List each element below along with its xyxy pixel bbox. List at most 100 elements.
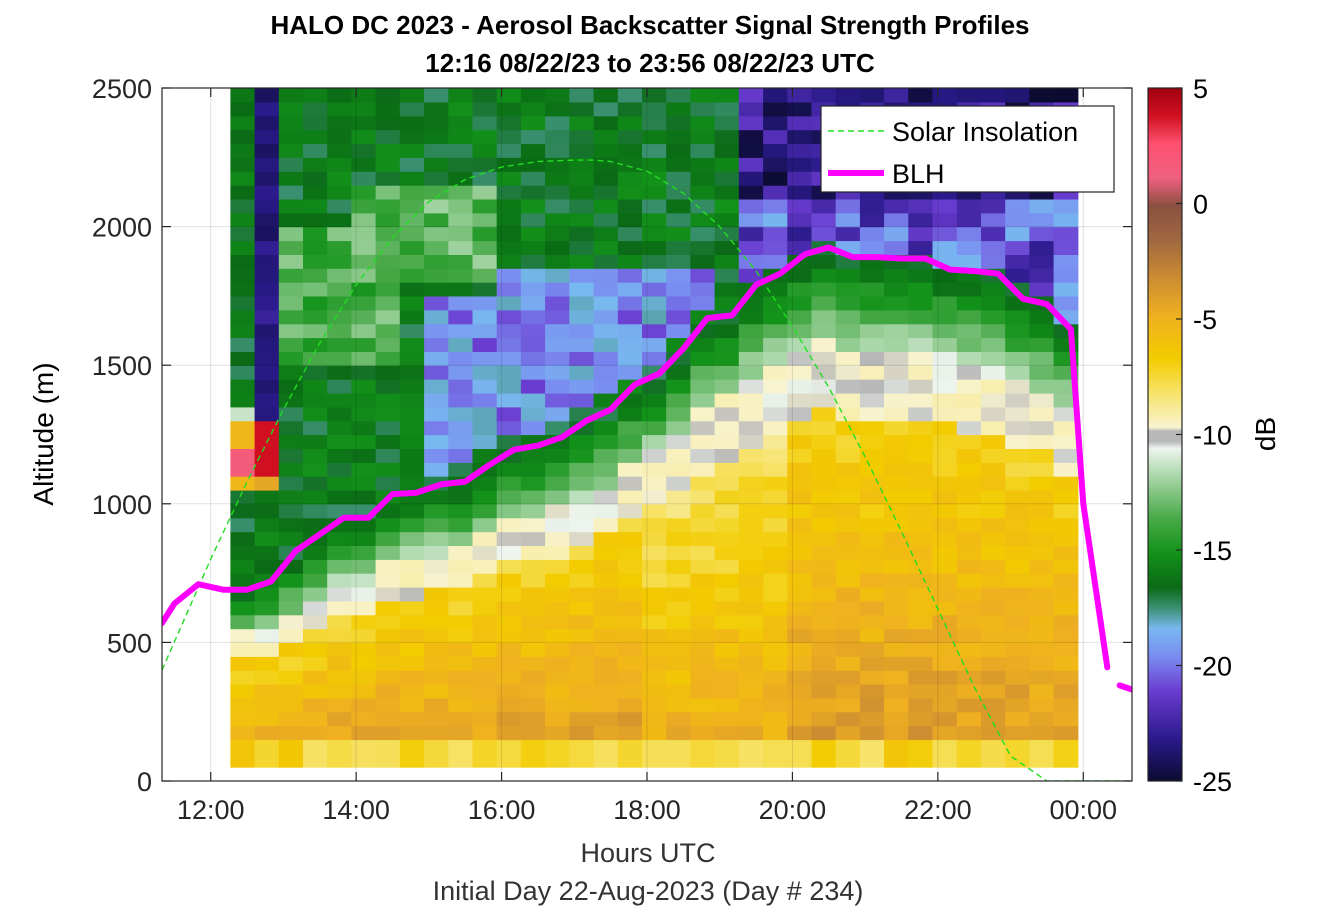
heat-cell — [642, 684, 667, 699]
heat-cell — [278, 392, 304, 408]
heat-cell — [884, 323, 909, 339]
heat-cell — [859, 711, 885, 727]
heat-cell — [956, 448, 982, 463]
heat-cell — [327, 295, 352, 311]
heat-cell — [569, 531, 595, 546]
heat-cell — [714, 476, 740, 491]
heat-cell — [399, 226, 425, 242]
heat-cell — [1005, 268, 1030, 283]
heat-cell — [859, 670, 885, 685]
heat-cell — [399, 420, 425, 436]
heat-cell — [738, 573, 764, 588]
heat-cell — [278, 434, 304, 449]
heat-cell — [278, 614, 304, 630]
heat-cell — [593, 600, 619, 616]
heat-cell — [569, 670, 595, 685]
heat-cell — [714, 323, 740, 339]
heat-cell — [424, 628, 449, 643]
heat-cell — [908, 351, 934, 366]
heat-cell — [230, 212, 256, 228]
heat-cell — [424, 88, 449, 103]
x-tick-label: 18:00 — [613, 795, 681, 825]
heat-cell — [303, 157, 328, 172]
heat-cell — [520, 531, 546, 546]
heat-cell — [520, 725, 546, 741]
heat-cell — [424, 739, 449, 768]
heat-cell — [496, 88, 522, 103]
heat-cell — [908, 628, 934, 643]
heat-cell — [884, 434, 909, 449]
heat-cell — [424, 198, 449, 214]
heat-cell — [787, 198, 813, 214]
heat-cell — [545, 143, 570, 158]
heat-cell — [496, 309, 522, 325]
heat-cell — [351, 198, 377, 214]
heat-cell — [569, 212, 595, 228]
heat-cell — [859, 212, 885, 228]
heat-cell — [593, 739, 619, 768]
heat-cell — [835, 587, 861, 602]
heat-cell — [593, 129, 619, 145]
heat-cell — [545, 448, 570, 463]
heat-cell — [642, 212, 667, 228]
heat-cell — [545, 254, 570, 269]
heat-cell — [327, 684, 352, 699]
heat-cell — [351, 212, 377, 228]
heat-cell — [278, 379, 304, 394]
heat-cell — [787, 420, 813, 436]
heat-cell — [520, 600, 546, 616]
heat-cell — [932, 725, 958, 741]
heat-cell — [738, 531, 764, 546]
heat-cell — [811, 656, 837, 671]
heat-cell — [666, 171, 691, 186]
heat-cell — [1005, 254, 1030, 269]
heat-cell — [593, 614, 619, 630]
heat-cell — [859, 517, 885, 533]
heat-cell — [738, 392, 764, 408]
heat-cell — [884, 628, 909, 643]
heat-cell — [859, 379, 885, 394]
heat-cell — [472, 240, 498, 255]
heat-cell — [303, 129, 328, 145]
heat-cell — [787, 392, 813, 408]
heat-cell — [666, 379, 691, 394]
heat-cell — [763, 157, 788, 172]
heat-cell — [763, 309, 788, 325]
heat-cell — [351, 711, 377, 727]
heat-cell — [327, 157, 352, 172]
heat-cell — [1053, 628, 1079, 643]
heat-cell — [738, 670, 764, 685]
heat-cell — [351, 531, 377, 546]
heat-cell — [230, 185, 256, 200]
heat-cell — [1005, 462, 1030, 477]
colorbar-tick-label: -25 — [1193, 767, 1232, 797]
heat-cell — [1029, 587, 1055, 602]
heat-cell — [617, 171, 643, 186]
heat-cell — [763, 198, 788, 214]
heat-cell — [859, 559, 885, 574]
heat-cell — [1005, 323, 1030, 339]
heat-cell — [472, 268, 498, 283]
heat-cell — [375, 157, 401, 172]
heat-cell — [327, 739, 352, 768]
heat-cell — [714, 392, 740, 408]
heat-cell — [884, 656, 909, 671]
heat-cell — [690, 420, 716, 436]
heat-cell — [811, 684, 837, 699]
heat-cell — [714, 295, 740, 311]
heat-cell — [593, 101, 619, 117]
heat-cell — [956, 254, 982, 269]
heat-cell — [1053, 476, 1079, 491]
heat-cell — [666, 282, 691, 297]
heat-cell — [835, 711, 861, 727]
heat-cell — [738, 323, 764, 339]
heat-cell — [448, 351, 474, 366]
heat-cell — [1005, 614, 1030, 630]
heat-cell — [472, 670, 498, 685]
heat-cell — [1029, 406, 1055, 422]
heat-cell — [424, 503, 449, 519]
heat-cell — [908, 198, 934, 214]
heat-cell — [932, 656, 958, 671]
heat-cell — [617, 476, 643, 491]
heat-cell — [714, 101, 740, 117]
